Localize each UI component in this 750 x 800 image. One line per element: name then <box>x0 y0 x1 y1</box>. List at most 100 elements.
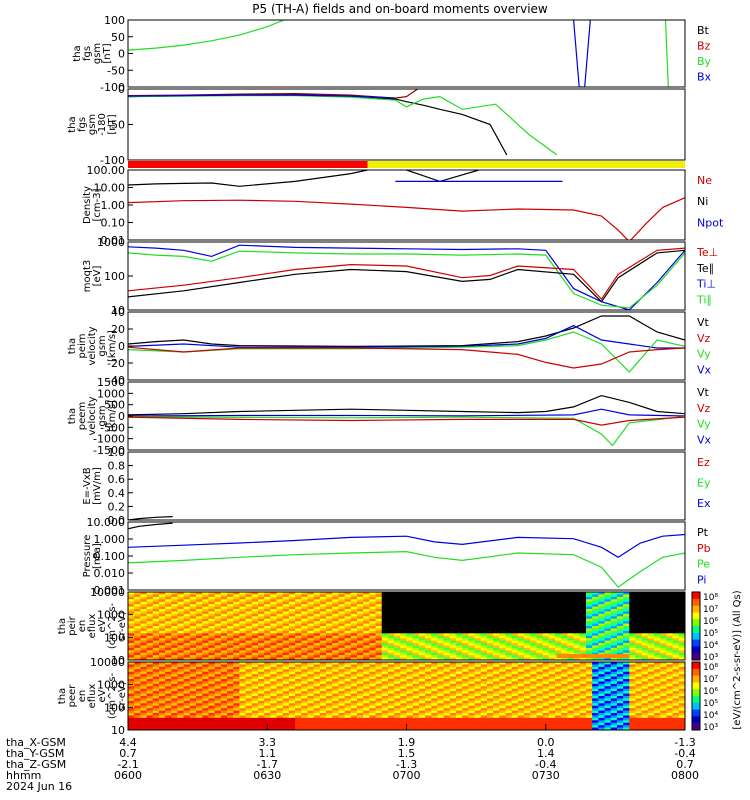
spectrogram-cell <box>326 727 333 730</box>
spectrogram-cell <box>220 700 228 704</box>
spectrogram-cell <box>208 643 216 647</box>
spectrogram-cell <box>128 700 135 704</box>
spectrogram-cell <box>288 676 296 680</box>
spectrogram-cell <box>524 628 531 632</box>
spectrogram-cell <box>394 650 401 654</box>
spectrogram-cell <box>412 691 420 695</box>
spectrogram-cell <box>536 640 544 644</box>
spectrogram-cell <box>196 604 203 608</box>
spectrogram-cell <box>270 683 278 687</box>
spectrogram-cell <box>227 693 234 697</box>
spectrogram-cell <box>394 601 401 605</box>
spectrogram-cell <box>171 671 179 675</box>
spectrogram-cell <box>220 635 228 639</box>
spectrogram-cell <box>623 681 630 685</box>
spectrogram-cell <box>567 674 575 678</box>
flag-segment <box>367 161 685 168</box>
spectrogram-cell <box>493 715 500 719</box>
spectrogram-cell <box>220 645 228 649</box>
spectrogram-cell <box>257 640 265 644</box>
spectrogram-cell <box>282 700 290 704</box>
spectrogram-cell <box>418 708 426 712</box>
spectrogram-cell <box>425 674 432 678</box>
spectrogram-cell <box>517 640 525 644</box>
spectrogram-cell <box>220 652 228 656</box>
spectrogram-cell <box>623 623 630 627</box>
spectrogram-cell <box>276 592 284 596</box>
spectrogram-cell <box>140 705 148 709</box>
spectrogram-cell <box>437 669 445 673</box>
spectrogram-cell <box>239 626 247 630</box>
spectrogram-cell <box>276 688 284 692</box>
spectrogram-cell <box>561 650 569 654</box>
spectrogram-cell <box>462 594 469 598</box>
spectrogram-cell <box>270 650 278 654</box>
spectrogram-cell <box>251 609 259 613</box>
spectrogram-cell <box>511 638 519 642</box>
spectrogram-cell <box>400 727 408 730</box>
spectrogram-cell <box>245 596 253 600</box>
spectrogram-cell <box>307 616 315 620</box>
spectrogram-cell <box>585 717 593 721</box>
spectrogram-cell <box>239 609 247 613</box>
spectrogram-cell <box>171 725 179 729</box>
flag-segment <box>128 161 368 168</box>
legend-entry: Vx <box>697 433 712 446</box>
spectrogram-cell <box>443 640 451 644</box>
spectrogram-cell <box>146 664 154 668</box>
spectrogram-cell <box>474 613 482 617</box>
spectrogram-cell <box>462 606 469 610</box>
spectrogram-cell <box>604 618 612 622</box>
spectrogram-cell <box>264 630 271 634</box>
spectrogram-cell <box>282 686 290 690</box>
spectrogram-cell <box>387 727 395 730</box>
spectrogram-cell <box>381 616 389 620</box>
spectrogram-cell <box>307 662 315 666</box>
spectrogram-cell <box>468 618 476 622</box>
spectrogram-cell <box>270 621 278 625</box>
spectrogram-cell <box>592 666 599 670</box>
spectrogram-cell <box>239 722 247 726</box>
spectrogram-cell <box>239 623 247 627</box>
spectrogram-cell <box>363 633 370 637</box>
spectrogram-cell <box>183 698 191 702</box>
spectrogram-cell <box>493 628 500 632</box>
spectrogram-cell <box>307 611 315 615</box>
spectrogram-cell <box>567 725 575 729</box>
spectrogram-cell <box>183 604 191 608</box>
spectrogram-cell <box>486 725 494 729</box>
spectrogram-cell <box>654 604 661 608</box>
spectrogram-cell <box>264 698 271 702</box>
spectrogram-cell <box>270 717 278 721</box>
spectrogram-cell <box>208 727 216 730</box>
spectrogram-cell <box>288 623 296 627</box>
spectrogram-cell <box>555 599 562 603</box>
spectrogram-cell <box>666 635 674 639</box>
spectrogram-cell <box>128 594 135 598</box>
spectrogram-cell <box>245 647 253 651</box>
spectrogram-cell <box>530 669 538 673</box>
spectrogram-cell <box>412 708 420 712</box>
legend-entry: Ti⊥ <box>696 278 716 291</box>
spectrogram-cell <box>573 623 581 627</box>
spectrogram-cell <box>548 628 556 632</box>
spectrogram-cell <box>660 638 668 642</box>
spectrogram-cell <box>480 669 488 673</box>
spectrogram-cell <box>276 715 284 719</box>
spectrogram-cell <box>387 630 395 634</box>
spectrogram-cell <box>344 676 352 680</box>
spectrogram-cell <box>158 662 166 666</box>
spectrogram-cell <box>517 657 525 660</box>
spectrogram-cell <box>555 638 562 642</box>
spectrogram-cell <box>140 606 148 610</box>
spectrogram-cell <box>295 693 302 697</box>
spectrogram-cell <box>480 703 488 707</box>
spectrogram-cell <box>295 633 302 637</box>
spectrogram-cell <box>227 679 234 683</box>
spectrogram-cell <box>406 664 414 668</box>
spectrogram-cell <box>654 599 661 603</box>
spectrogram-cell <box>462 616 469 620</box>
spectrogram-cell <box>344 703 352 707</box>
spectrogram-cell <box>418 616 426 620</box>
spectrogram-cell <box>449 686 457 690</box>
